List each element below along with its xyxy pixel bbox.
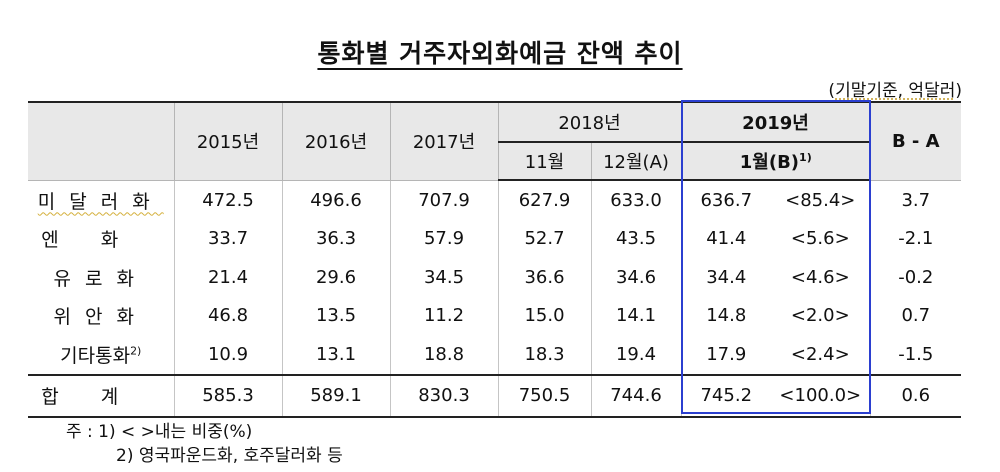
deposit-table: 2015년 2016년 2017년 2018년 2019년 B - A 11월 … — [28, 101, 962, 418]
cell-share: <5.6> — [771, 219, 871, 258]
cell-diff: 0.7 — [901, 305, 931, 327]
cell-value: 830.3 — [390, 373, 499, 418]
header-nov: 11월 — [498, 142, 592, 181]
cell-diff: -1.5 — [898, 343, 934, 365]
unit-note: (기말기준, 억달러) — [828, 81, 962, 101]
header-2017: 2017년 — [390, 102, 499, 181]
table-row: 미달러화 472.5 496.6 707.9 627.9 633.0 636.7… — [28, 180, 961, 220]
cell-value: 34.4 — [706, 266, 747, 288]
cell-value: 21.4 — [174, 258, 283, 297]
row-label: 엔화 — [28, 219, 175, 258]
cell-value: 11.2 — [390, 296, 499, 335]
row-label: 미달러화 — [28, 180, 175, 220]
cell-value: 627.9 — [498, 180, 592, 220]
table-row: 유로화 21.4 29.6 34.5 36.6 34.6 34.4 <4.6> … — [28, 258, 961, 297]
cell-value: 744.6 — [591, 373, 682, 418]
row-label: 위안화 — [28, 296, 175, 335]
cell-share: <2.4> — [771, 335, 871, 375]
header-dec: 12월(A) — [591, 142, 682, 181]
cell-share: <100.0> — [771, 373, 871, 418]
cell-diff: -2.1 — [898, 228, 934, 250]
header-diff: B - A — [870, 102, 962, 181]
cell-diff: 3.7 — [901, 189, 931, 211]
cell-value: 585.3 — [174, 373, 283, 418]
cell-value: 472.5 — [174, 180, 283, 220]
footnote-1: 주 : 1) < >내는 비중(%) — [66, 422, 253, 442]
cell-value: 745.2 — [681, 373, 771, 418]
cell-value: 36.6 — [498, 258, 592, 297]
table-row: 위안화 46.8 13.5 11.2 15.0 14.1 14.8 <2.0> … — [28, 296, 961, 335]
cell-share: <85.4> — [771, 180, 871, 220]
cell-value: 33.7 — [174, 219, 283, 258]
row-label: 기타통화2) — [28, 335, 175, 375]
cell-value: 707.9 — [390, 180, 499, 220]
cell-value: 636.7 — [700, 189, 753, 211]
cell-value: 46.8 — [174, 296, 283, 335]
cell-value: 14.8 — [706, 305, 747, 327]
cell-value: 29.6 — [282, 258, 391, 297]
cell-value: 18.8 — [390, 335, 499, 375]
cell-value: 36.3 — [282, 219, 391, 258]
cell-share: <4.6> — [771, 258, 871, 297]
table-row: 엔화 33.7 36.3 57.9 52.7 43.5 41.4 <5.6> -… — [28, 219, 961, 258]
cell-value: 13.5 — [282, 296, 391, 335]
cell-value: 43.5 — [591, 219, 682, 258]
header-jan: 1월(B)1) — [681, 142, 871, 181]
cell-value: 10.9 — [174, 335, 283, 375]
cell-value: 13.1 — [282, 335, 391, 375]
header-2016: 2016년 — [282, 102, 391, 181]
cell-value: 14.1 — [591, 296, 682, 335]
header-2019: 2019년 — [681, 102, 871, 143]
unit-text: 기말기준, 억달러 — [835, 81, 956, 101]
cell-value: 41.4 — [706, 228, 747, 250]
row-label: 합계 — [28, 373, 175, 418]
cell-value: 18.3 — [498, 335, 592, 375]
cell-value: 17.9 — [706, 343, 747, 365]
footnotes: 주 : 1) < >내는 비중(%) 2) 영국파운드화, 호주달러화 등 — [66, 420, 343, 468]
header-2018: 2018년 — [498, 102, 682, 143]
header-corner — [28, 102, 175, 181]
cell-share: <2.0> — [771, 296, 871, 335]
cell-value: 589.1 — [282, 373, 391, 418]
cell-value: 15.0 — [498, 296, 592, 335]
total-row: 합계 585.3 589.1 830.3 750.5 744.6 745.2 <… — [28, 373, 962, 418]
cell-diff: 0.6 — [870, 373, 962, 418]
footnote-2: 2) 영국파운드화, 호주달러화 등 — [116, 446, 343, 466]
cell-value: 633.0 — [591, 180, 682, 220]
cell-value: 52.7 — [498, 219, 592, 258]
header-2015: 2015년 — [174, 102, 283, 181]
cell-value: 34.6 — [591, 258, 682, 297]
cell-value: 750.5 — [498, 373, 592, 418]
cell-value: 496.6 — [282, 180, 391, 220]
cell-value: 34.5 — [390, 258, 499, 297]
cell-value: 57.9 — [390, 219, 499, 258]
cell-diff: -0.2 — [898, 266, 934, 288]
cell-value: 19.4 — [591, 335, 682, 375]
table-row: 기타통화2) 10.9 13.1 18.8 18.3 19.4 17.9 <2.… — [28, 335, 961, 375]
page-title: 통화별 거주자외화예금 잔액 추이 — [317, 39, 683, 68]
row-label: 유로화 — [28, 258, 175, 297]
